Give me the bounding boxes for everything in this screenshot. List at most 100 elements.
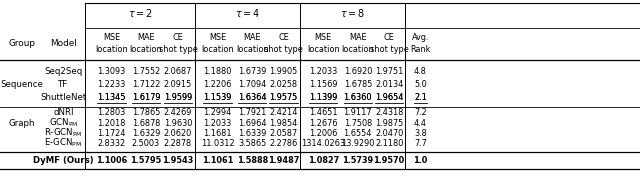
- Text: $\tau = 4$: $\tau = 4$: [235, 7, 260, 19]
- Text: 1.1399: 1.1399: [309, 93, 337, 102]
- Text: 1.7094: 1.7094: [238, 80, 266, 89]
- Text: MSE
location: MSE location: [95, 33, 128, 54]
- Text: 2.2878: 2.2878: [164, 139, 192, 148]
- Text: 2.0470: 2.0470: [375, 129, 403, 138]
- Text: 1.9630: 1.9630: [164, 119, 192, 128]
- Text: 1.3093: 1.3093: [97, 68, 125, 76]
- Text: 1.6179: 1.6179: [132, 93, 160, 102]
- Text: 2.4214: 2.4214: [269, 109, 298, 117]
- Text: 1.6364: 1.6364: [238, 93, 266, 102]
- Text: 1.1539: 1.1539: [204, 93, 232, 102]
- Text: 2.1180: 2.1180: [375, 139, 403, 148]
- Text: 2.8332: 2.8332: [97, 139, 125, 148]
- Text: Graph: Graph: [8, 119, 35, 128]
- Text: 1.9599: 1.9599: [164, 93, 192, 102]
- Text: MAE
location: MAE location: [341, 33, 374, 54]
- Text: dNRI: dNRI: [53, 109, 74, 117]
- Text: 3.5865: 3.5865: [238, 139, 266, 148]
- Text: 11.0312: 11.0312: [201, 139, 234, 148]
- Text: 1.0: 1.0: [413, 156, 428, 165]
- Text: 2.2786: 2.2786: [269, 139, 298, 148]
- Text: 1.6964: 1.6964: [238, 119, 266, 128]
- Text: 5.0: 5.0: [414, 80, 427, 89]
- Text: 2.4318: 2.4318: [375, 109, 403, 117]
- Text: Sequence: Sequence: [1, 80, 43, 89]
- Text: 1.1006: 1.1006: [96, 156, 127, 165]
- Text: MSE
location: MSE location: [201, 33, 234, 54]
- Text: 1.6878: 1.6878: [132, 119, 160, 128]
- Text: 1.5739: 1.5739: [342, 156, 373, 165]
- Text: 1.7865: 1.7865: [132, 109, 160, 117]
- Text: 1.1061: 1.1061: [202, 156, 233, 165]
- Text: 1.9117: 1.9117: [344, 109, 372, 117]
- Text: 1.9875: 1.9875: [375, 119, 403, 128]
- Text: 13.9290: 13.9290: [341, 139, 374, 148]
- Text: 1.2033: 1.2033: [204, 119, 232, 128]
- Text: 1.9654: 1.9654: [375, 93, 403, 102]
- Text: 1.6360: 1.6360: [344, 93, 372, 102]
- Text: 1314.0263: 1314.0263: [301, 139, 345, 148]
- Text: 1.7921: 1.7921: [238, 109, 266, 117]
- Text: CE
shot type: CE shot type: [264, 33, 303, 54]
- Text: 2.0258: 2.0258: [269, 80, 298, 89]
- Text: 1.6364: 1.6364: [238, 93, 266, 102]
- Text: 2.4269: 2.4269: [164, 109, 192, 117]
- Text: 1.2033: 1.2033: [309, 68, 337, 76]
- Text: TF: TF: [58, 80, 68, 89]
- Text: MSE
location: MSE location: [307, 33, 340, 54]
- Text: ShuttleNet: ShuttleNet: [40, 93, 86, 102]
- Text: CE
shot type: CE shot type: [370, 33, 408, 54]
- Text: 1.9543: 1.9543: [163, 156, 193, 165]
- Text: 1.6360: 1.6360: [344, 93, 372, 102]
- Text: 1.7552: 1.7552: [132, 68, 160, 76]
- Text: 1.1345: 1.1345: [97, 93, 125, 102]
- Text: 1.1681: 1.1681: [204, 129, 232, 138]
- Text: 1.7508: 1.7508: [344, 119, 372, 128]
- Text: 1.9575: 1.9575: [269, 93, 298, 102]
- Text: 1.6785: 1.6785: [344, 80, 372, 89]
- Text: 1.1399: 1.1399: [309, 93, 337, 102]
- Text: 1.6554: 1.6554: [344, 129, 372, 138]
- Text: 2.0687: 2.0687: [164, 68, 192, 76]
- Text: 1.2006: 1.2006: [309, 129, 337, 138]
- Text: 1.7122: 1.7122: [132, 80, 160, 89]
- Text: $\tau = 2$: $\tau = 2$: [127, 7, 153, 19]
- Text: 1.2803: 1.2803: [97, 109, 125, 117]
- Text: 1.9599: 1.9599: [164, 93, 192, 102]
- Text: 1.1569: 1.1569: [309, 80, 337, 89]
- Text: 1.1880: 1.1880: [204, 68, 232, 76]
- Text: DyMF (Ours): DyMF (Ours): [33, 156, 93, 165]
- Text: $\tau = 8$: $\tau = 8$: [340, 7, 365, 19]
- Text: 1.6920: 1.6920: [344, 68, 372, 76]
- Text: R-GCN$_\mathregular{PM}$: R-GCN$_\mathregular{PM}$: [44, 127, 83, 139]
- Text: 2.5003: 2.5003: [132, 139, 160, 148]
- Text: 1.2994: 1.2994: [204, 109, 232, 117]
- Text: Seq2Seq: Seq2Seq: [44, 68, 83, 76]
- Text: 1.6179: 1.6179: [132, 93, 160, 102]
- Text: 7.7: 7.7: [414, 139, 427, 148]
- Text: 1.6329: 1.6329: [132, 129, 160, 138]
- Text: 1.1345: 1.1345: [97, 93, 125, 102]
- Text: 1.9570: 1.9570: [374, 156, 404, 165]
- Text: 1.2018: 1.2018: [97, 119, 125, 128]
- Text: 1.5888: 1.5888: [237, 156, 268, 165]
- Text: 1.9487: 1.9487: [268, 156, 300, 165]
- Text: 2.0620: 2.0620: [164, 129, 192, 138]
- Text: 1.6339: 1.6339: [238, 129, 266, 138]
- Text: 1.2206: 1.2206: [204, 80, 232, 89]
- Text: Group: Group: [8, 39, 35, 48]
- Text: GCN$_\mathregular{PM}$: GCN$_\mathregular{PM}$: [49, 117, 78, 129]
- Text: 1.4651: 1.4651: [309, 109, 337, 117]
- Text: 2.1: 2.1: [414, 93, 427, 102]
- Text: 3.8: 3.8: [414, 129, 427, 138]
- Text: 7.2: 7.2: [414, 109, 427, 117]
- Text: 2.0915: 2.0915: [164, 80, 192, 89]
- Text: 1.9905: 1.9905: [269, 68, 298, 76]
- Text: 1.1724: 1.1724: [97, 129, 125, 138]
- Text: 4.4: 4.4: [414, 119, 427, 128]
- Text: CE
shot type: CE shot type: [159, 33, 197, 54]
- Text: Avg.
Rank: Avg. Rank: [410, 33, 431, 54]
- Text: 2.0587: 2.0587: [269, 129, 298, 138]
- Text: 1.1539: 1.1539: [204, 93, 232, 102]
- Text: 1.9854: 1.9854: [269, 119, 298, 128]
